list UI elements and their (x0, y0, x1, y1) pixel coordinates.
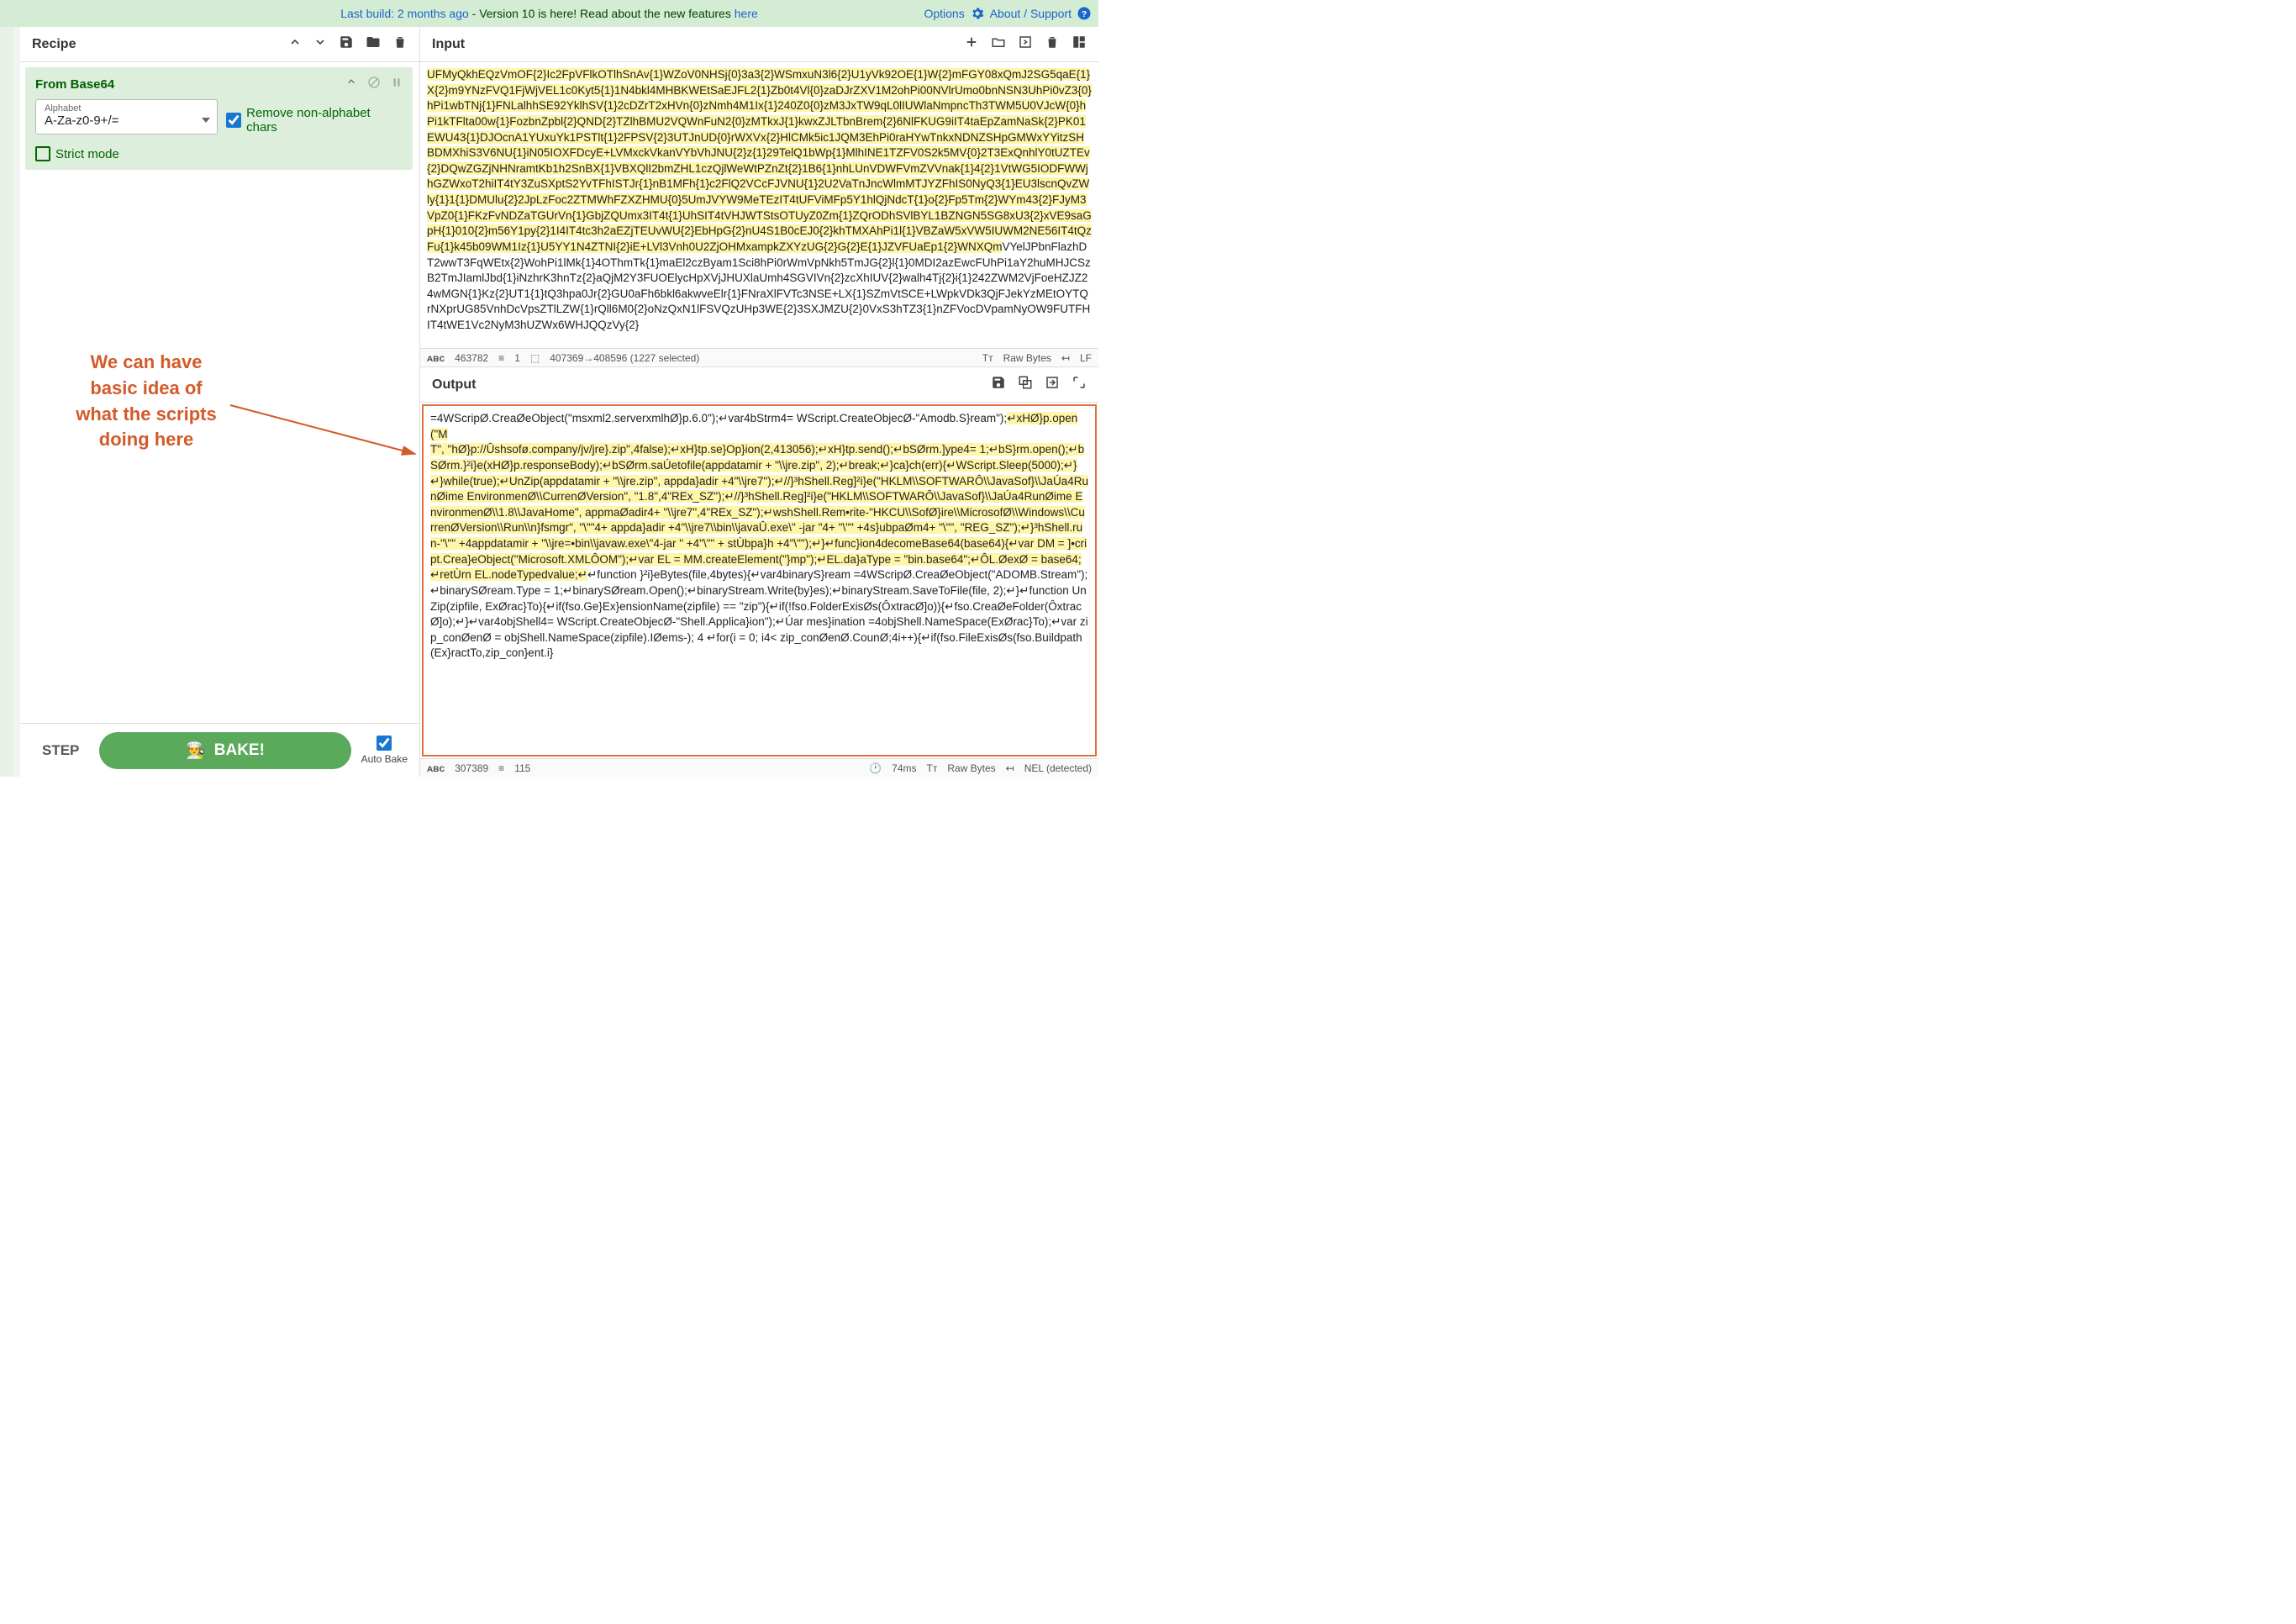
input-highlight: UFMyQkhEQzVmOF{2}Ic2FpVFlkOTlhSnAv{1}WZo… (427, 68, 1092, 253)
output-char-count: 307389 (455, 762, 488, 774)
alphabet-select[interactable]: Alphabet A-Za-z0-9+/= (35, 99, 218, 134)
collapse-op-icon[interactable] (345, 76, 357, 92)
output-highlight: ↵xHØ}p.open("M T", "hØ}p://Ûshsofø.compa… (430, 412, 1088, 581)
folder-icon[interactable] (366, 34, 381, 54)
output-header: Output (420, 367, 1098, 403)
copy-output-icon[interactable] (1018, 375, 1033, 394)
remove-non-alpha-checkbox[interactable]: Remove non-alphabet chars (226, 106, 403, 134)
recipe-header: Recipe (20, 27, 419, 62)
output-pre: =4WScripØ.CreaØeObject("msxml2.serverxml… (430, 412, 1007, 424)
clear-input-icon[interactable] (1045, 34, 1060, 54)
chef-icon: 👨‍🍳 (186, 741, 206, 761)
autobake-label: Auto Bake (361, 753, 408, 765)
input-char-count: 463782 (455, 352, 488, 364)
input-selection: 407369→408596 (1227 selected) (550, 352, 699, 364)
open-folder-icon[interactable] (991, 34, 1006, 54)
step-button[interactable]: STEP (32, 742, 89, 759)
recipe-title: Recipe (32, 37, 76, 52)
left-rail (0, 27, 13, 777)
caret-down-icon (202, 112, 210, 127)
operation-name: From Base64 (35, 77, 114, 92)
strict-mode-checkbox[interactable]: Strict mode (35, 146, 403, 161)
output-encoding[interactable]: Raw Bytes (947, 762, 995, 774)
input-rest: VYelJPbnFlazhDT2wwT3FqWEtx{2}WohPi1lMk{1… (427, 240, 1091, 331)
chevron-down-icon[interactable] (313, 35, 327, 53)
input-eol[interactable]: LF (1080, 352, 1092, 364)
annotation-text: We can have basic idea of what the scrip… (62, 350, 230, 453)
alphabet-value: A-Za-z0-9+/= (45, 113, 118, 128)
maximize-icon[interactable] (1072, 375, 1087, 394)
selection-icon: ⬚ (530, 352, 540, 364)
gear-icon[interactable] (970, 6, 985, 21)
output-line-count: 115 (514, 762, 530, 774)
left-rail-handle[interactable] (13, 27, 20, 777)
features-here-link[interactable]: here (735, 7, 758, 20)
output-statusbar: ᴀʙᴄ307389 ≡115 🕐74ms TᴛRaw Bytes ↤NEL (d… (420, 758, 1098, 777)
alphabet-label: Alphabet (45, 103, 208, 113)
add-input-icon[interactable] (964, 34, 979, 54)
chevron-up-icon[interactable] (288, 35, 302, 53)
reset-layout-icon[interactable] (1072, 34, 1087, 54)
input-line-count: 1 (514, 352, 520, 364)
replace-input-icon[interactable] (1045, 375, 1060, 394)
autobake-checkbox[interactable] (377, 736, 392, 751)
bake-button[interactable]: 👨‍🍳 BAKE! (99, 732, 350, 769)
open-file-icon[interactable] (1018, 34, 1033, 54)
output-eol[interactable]: NEL (detected) (1024, 762, 1092, 774)
input-textarea[interactable]: UFMyQkhEQzVmOF{2}Ic2FpVFlkOTlhSnAv{1}WZo… (420, 62, 1098, 348)
options-link[interactable]: Options (924, 7, 964, 20)
save-output-icon[interactable] (991, 375, 1006, 394)
disable-op-icon[interactable] (367, 76, 381, 92)
bake-label: BAKE! (214, 741, 265, 760)
input-encoding[interactable]: Raw Bytes (1003, 352, 1051, 364)
top-banner: Last build: 2 months ago - Version 10 is… (0, 0, 1098, 27)
output-title: Output (432, 377, 476, 393)
banner-text: - Version 10 is here! Read about the new… (472, 7, 735, 20)
strict-mode-label: Strict mode (55, 147, 119, 161)
input-title: Input (432, 37, 465, 52)
input-header: Input (420, 27, 1098, 62)
last-build-link[interactable]: Last build: 2 months ago (340, 7, 469, 20)
about-link[interactable]: About / Support (990, 7, 1072, 20)
clock-icon: 🕐 (869, 762, 882, 774)
save-icon[interactable] (339, 34, 354, 54)
input-statusbar: ᴀʙᴄ463782 ≡1 ⬚407369→408596 (1227 select… (420, 348, 1098, 366)
output-textarea[interactable]: =4WScripØ.CreaØeObject("msxml2.serverxml… (422, 404, 1097, 757)
pause-op-icon[interactable] (391, 76, 403, 92)
svg-text:?: ? (1082, 9, 1087, 19)
output-rest: ↵function }²i}eBytes(file,4bytes){↵var4b… (430, 568, 1088, 659)
annotation-arrow (226, 397, 428, 464)
trash-icon[interactable] (392, 34, 408, 54)
operation-card: From Base64 Alphabet A-Za-z0-9+/= Remove… (25, 67, 413, 170)
remove-non-alpha-label: Remove non-alphabet chars (246, 106, 403, 134)
recipe-body: We can have basic idea of what the scrip… (20, 173, 419, 723)
help-icon[interactable]: ? (1077, 6, 1092, 21)
bake-time: 74ms (892, 762, 916, 774)
